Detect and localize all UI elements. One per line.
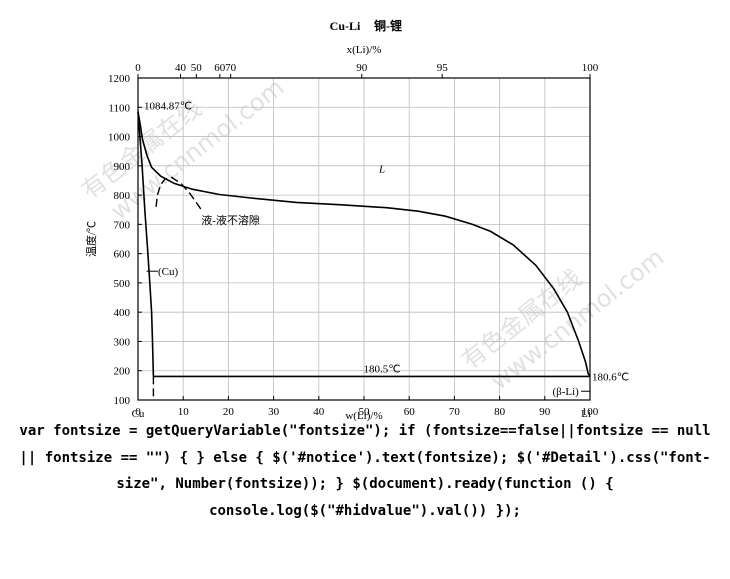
y-tick-label: 200 <box>114 366 131 378</box>
top-tick-label: 95 <box>437 62 449 74</box>
chart-title: Cu-Li <box>330 19 361 33</box>
annotation-label: Cu <box>132 408 145 420</box>
annotation-label: 180.5℃ <box>364 363 401 375</box>
y-tick-label: 400 <box>114 307 131 319</box>
y-tick-label: 1000 <box>108 132 131 144</box>
top-tick-label: 70 <box>225 62 237 74</box>
y-tick-label: 100 <box>114 395 131 407</box>
y-tick-label: 1100 <box>108 102 130 114</box>
y-tick-label: 700 <box>114 219 131 231</box>
annotation-label: Li <box>581 408 591 420</box>
phase-diagram-figure: 有色金属在线 www.cnnmol.com 有色金属在线 www.cnnmol.com… <box>76 18 669 422</box>
y-tick-label: 300 <box>114 336 131 348</box>
page-script-text: var fontsize = getQueryVariable("fontsiz… <box>19 423 720 519</box>
annotation-label: 液-液不溶隙 <box>201 213 260 227</box>
x-tick-label: 20 <box>223 406 235 418</box>
top-tick-label: 90 <box>356 62 368 74</box>
x-tick-label: 60 <box>404 406 416 418</box>
y-tick-label: 900 <box>114 161 131 173</box>
phase-diagram-svg: 有色金属在线www.cnnmol.com有色金属在线www.cnnmol.com… <box>76 18 669 422</box>
y-tick-label: 500 <box>114 278 131 290</box>
x-tick-label: 30 <box>268 406 280 418</box>
top-tick-label: 100 <box>582 62 599 74</box>
y-tick-label: 800 <box>114 190 131 202</box>
annotation-label: (Cu) <box>158 266 179 278</box>
x-tick-label: 100 <box>582 406 599 418</box>
x-axis-label: w(Li)/% <box>345 410 382 422</box>
x-tick-label: 40 <box>313 406 325 418</box>
top-tick-label: 0 <box>135 62 141 74</box>
top-tick-label: 50 <box>191 62 203 74</box>
phase-boundary-line-3 <box>155 176 202 211</box>
phase-boundary-line-1 <box>137 111 155 377</box>
x-tick-label: 90 <box>539 406 551 418</box>
x-tick-label: 50 <box>359 406 371 418</box>
annotation-label: 180.6℃ <box>592 371 629 383</box>
x-tick-label: 10 <box>178 406 190 418</box>
phase-boundary-line-0 <box>137 111 591 377</box>
top-axis-label: x(Li)/% <box>347 44 382 56</box>
y-tick-label: 600 <box>114 249 131 261</box>
chart-subtitle: 铜-锂 <box>374 18 402 33</box>
x-tick-label: 80 <box>494 406 506 418</box>
x-tick-label: 0 <box>135 406 141 418</box>
x-tick-label: 70 <box>449 406 461 418</box>
y-axis-label: 温度/℃ <box>84 221 98 257</box>
top-tick-label: 60 <box>214 62 226 74</box>
y-tick-label: 1200 <box>108 73 131 85</box>
annotation-label: 1084.87℃ <box>144 101 192 113</box>
annotation-label: (β-Li) <box>552 386 579 398</box>
annotation-label: L <box>378 164 385 176</box>
top-tick-label: 40 <box>175 62 187 74</box>
